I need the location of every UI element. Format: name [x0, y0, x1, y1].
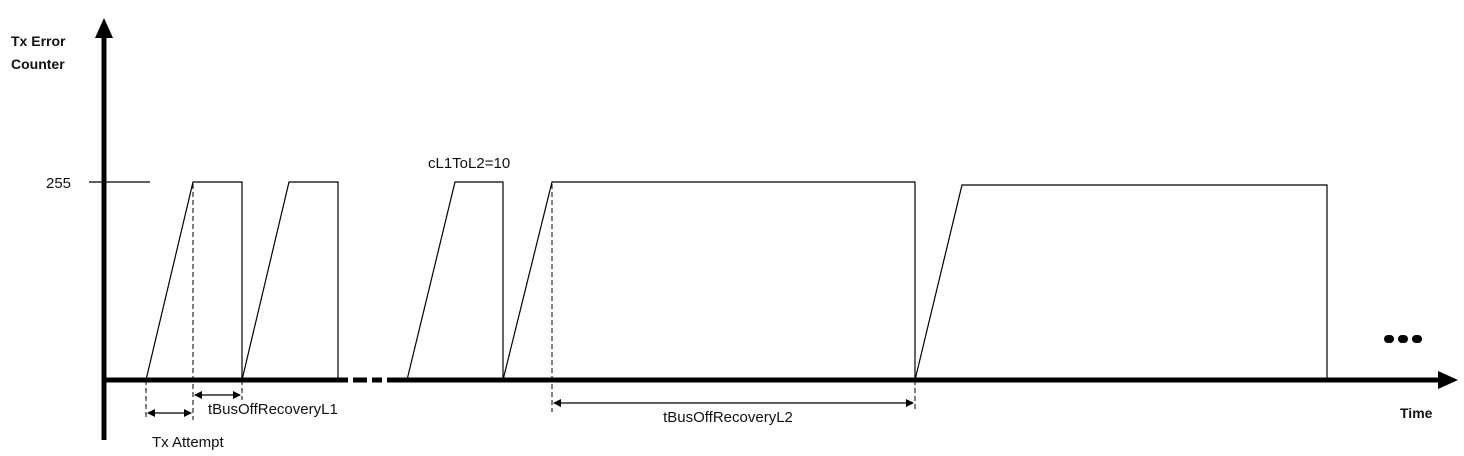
y-axis-label-line2: Counter [11, 56, 65, 72]
pulse-2 [241, 181, 339, 381]
y-axis-label: Tx Error [11, 33, 66, 49]
recovery-l2-label: tBusOffRecoveryL2 [663, 409, 793, 426]
ellipsis-icon [1384, 335, 1422, 343]
tx-attempt-label: Tx Attempt [152, 434, 225, 451]
x-axis-arrow-icon [1438, 371, 1458, 389]
threshold-annotation: cL1ToL2=10 [428, 155, 510, 172]
pulse-3 [406, 181, 504, 381]
x-axis-label: Time [1400, 405, 1433, 421]
pulse-4 [502, 181, 916, 381]
pulse-1 [145, 181, 243, 381]
pulse-5 [914, 184, 1328, 381]
y-level-label: 255 [46, 175, 71, 192]
y-axis-arrow-icon [95, 18, 113, 38]
recovery-l1-label: tBusOffRecoveryL1 [208, 401, 338, 418]
